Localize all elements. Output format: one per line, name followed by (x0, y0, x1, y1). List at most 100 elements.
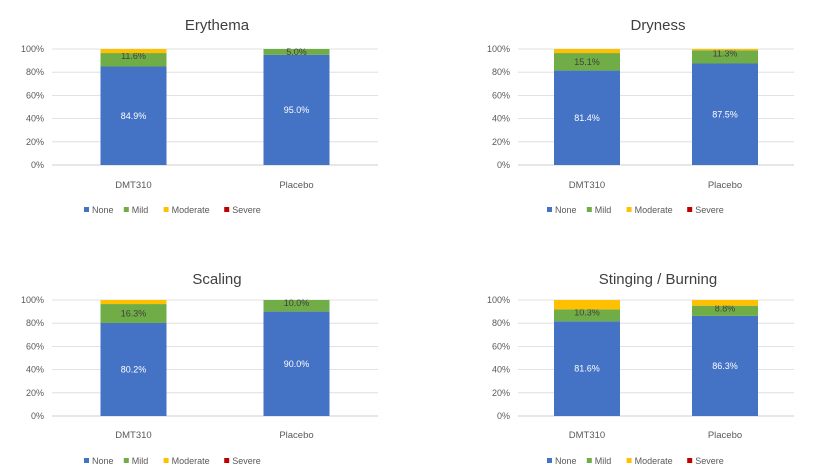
legend-label-none: None (555, 205, 577, 215)
data-label-none-dmt310: 81.6% (574, 364, 600, 374)
y-tick-label: 60% (492, 90, 510, 100)
bar-none-dmt310 (100, 322, 167, 416)
legend-label-none: None (555, 456, 577, 466)
legend-label-moderate: Moderate (172, 205, 210, 215)
bar-moderate-dmt310 (554, 300, 620, 310)
chart-title: Scaling (192, 271, 241, 288)
y-tick-label: 20% (26, 137, 44, 147)
bar-none-placebo (692, 315, 758, 416)
legend-swatch-none (547, 458, 552, 463)
bar-none-placebo (692, 63, 758, 165)
bar-mild-dmt310 (100, 53, 167, 67)
legend-swatch-severe (224, 207, 230, 212)
y-tick-label: 20% (26, 388, 44, 398)
y-tick-label: 40% (492, 114, 510, 124)
bar-none-dmt310 (100, 66, 167, 165)
y-tick-label: 40% (26, 114, 44, 124)
y-tick-label: 100% (21, 295, 44, 305)
chart-svg: Erythema 0% 20% 40% 60% 80% 100% 84.9% 11.6% DMT3… (21, 17, 378, 215)
y-tick-label: 0% (497, 160, 510, 170)
legend-swatch-mild (586, 458, 592, 463)
legend-swatch-moderate (626, 458, 632, 463)
legend: None Mild Moderate Severe (547, 456, 724, 466)
legend-label-severe: Severe (695, 205, 724, 215)
bar-none-dmt310 (554, 70, 620, 165)
bar-mild-placebo (692, 305, 758, 316)
category-label-dmt310: DMT310 (115, 430, 151, 441)
chart-svg: Stinging / Burning 0% 20% 40% 60% 80% 100% 81.6… (487, 271, 794, 466)
chart-scaling: Scaling 0% 20% 40% 60% 80% 100% 80.2% 16.3% DMT31… (0, 236, 416, 470)
y-tick-label: 0% (31, 411, 44, 421)
y-tick-label: 0% (31, 160, 44, 170)
bar-moderate-dmt310 (100, 300, 167, 305)
legend-label-mild: Mild (132, 205, 149, 215)
chart-title: Dryness (630, 17, 685, 34)
bar-mild-placebo (692, 50, 758, 64)
y-tick-label: 100% (487, 44, 510, 54)
legend-label-moderate: Moderate (635, 205, 673, 215)
bar-mild-dmt310 (554, 53, 620, 71)
y-tick-label: 80% (26, 67, 44, 77)
bar-moderate-placebo (692, 300, 758, 306)
legend-label-mild: Mild (595, 456, 612, 466)
data-label-none-dmt310: 80.2% (121, 364, 147, 374)
bar-mild-dmt310 (100, 304, 167, 323)
category-label-dmt310: DMT310 (569, 180, 605, 191)
data-label-mild-placebo: 8.8% (715, 304, 736, 314)
legend-swatch-moderate (626, 207, 632, 212)
legend-swatch-severe (224, 458, 230, 463)
y-tick-label: 100% (487, 295, 510, 305)
y-tick-label: 40% (26, 365, 44, 375)
legend-label-none: None (92, 456, 114, 466)
bar-none-placebo (263, 311, 330, 416)
data-label-mild-dmt310: 11.6% (121, 51, 146, 61)
legend-swatch-none (84, 207, 89, 212)
legend-label-mild: Mild (132, 456, 149, 466)
data-label-mild-dmt310: 16.3% (121, 309, 147, 319)
category-label-placebo: Placebo (279, 180, 313, 191)
bar-mild-placebo (263, 49, 330, 55)
legend-swatch-moderate (163, 458, 169, 463)
legend-swatch-none (547, 207, 552, 212)
chart-erythema: Erythema 0% 20% 40% 60% 80% 100% 84.9% 11.6% DMT3… (0, 0, 416, 234)
chart-title: Stinging / Burning (599, 271, 717, 288)
y-tick-label: 80% (26, 318, 44, 328)
data-label-mild-dmt310: 10.3% (574, 307, 600, 317)
legend-label-moderate: Moderate (635, 456, 673, 466)
data-label-none-placebo: 90.0% (284, 359, 310, 369)
category-label-dmt310: DMT310 (115, 180, 151, 191)
legend-swatch-mild (123, 207, 129, 212)
y-tick-label: 80% (492, 318, 510, 328)
legend-label-severe: Severe (232, 456, 261, 466)
legend-swatch-severe (687, 458, 693, 463)
legend-label-moderate: Moderate (172, 456, 210, 466)
data-label-mild-placebo: 11.3% (713, 48, 738, 58)
data-label-mild-dmt310: 15.1% (574, 57, 600, 67)
bar-mild-placebo (263, 300, 330, 312)
bar-none-placebo (263, 54, 330, 165)
y-tick-label: 60% (26, 341, 44, 351)
legend-label-severe: Severe (232, 205, 261, 215)
bar-mild-dmt310 (554, 309, 620, 322)
chart-svg: Scaling 0% 20% 40% 60% 80% 100% 80.2% 16.3% DMT31… (21, 271, 378, 466)
data-label-mild-placebo: 5.0% (286, 47, 307, 57)
y-tick-label: 40% (492, 365, 510, 375)
legend-label-severe: Severe (695, 456, 724, 466)
y-tick-label: 60% (492, 341, 510, 351)
legend-label-none: None (92, 205, 114, 215)
data-label-mild-placebo: 10.0% (284, 298, 310, 308)
y-tick-label: 80% (492, 67, 510, 77)
legend-swatch-severe (687, 207, 693, 212)
y-tick-label: 100% (21, 44, 44, 54)
y-tick-label: 20% (492, 388, 510, 398)
bar-none-dmt310 (554, 321, 620, 416)
y-tick-label: 60% (26, 90, 44, 100)
legend-swatch-none (84, 458, 89, 463)
chart-stinging-burning: Stinging / Burning 0% 20% 40% 60% 80% 100% 81.6… (416, 236, 832, 470)
category-label-placebo: Placebo (708, 430, 742, 441)
bar-moderate-dmt310 (100, 49, 167, 54)
legend-swatch-mild (586, 207, 592, 212)
bar-moderate-dmt310 (554, 49, 620, 54)
data-label-none-dmt310: 84.9% (121, 111, 147, 121)
